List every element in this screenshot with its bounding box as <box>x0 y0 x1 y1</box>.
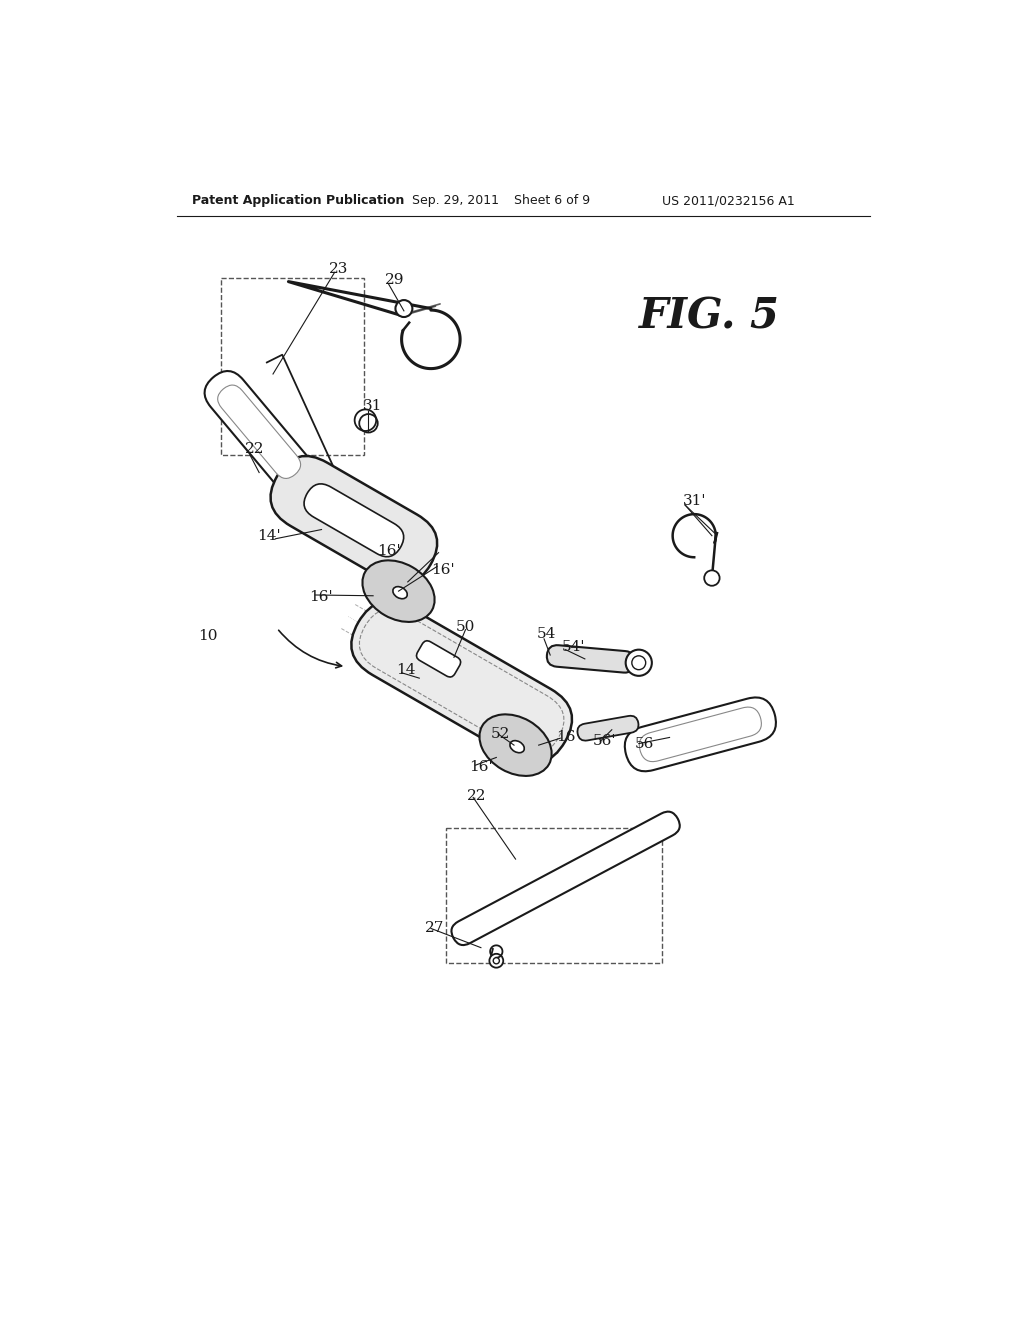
Text: Patent Application Publication: Patent Application Publication <box>193 194 404 207</box>
Text: 16': 16' <box>377 544 400 558</box>
Ellipse shape <box>479 714 552 776</box>
Text: Sep. 29, 2011: Sep. 29, 2011 <box>412 194 499 207</box>
Text: Sheet 6 of 9: Sheet 6 of 9 <box>514 194 590 207</box>
Text: 16': 16' <box>431 564 455 577</box>
FancyBboxPatch shape <box>639 708 762 762</box>
Bar <box>221 277 364 455</box>
Text: 31: 31 <box>364 400 383 413</box>
FancyBboxPatch shape <box>547 645 635 673</box>
Circle shape <box>489 954 503 968</box>
FancyBboxPatch shape <box>304 484 403 557</box>
Text: 27: 27 <box>425 921 444 936</box>
Text: 50: 50 <box>456 619 475 634</box>
Text: 29: 29 <box>385 273 404 286</box>
Text: 14: 14 <box>396 664 416 677</box>
FancyBboxPatch shape <box>205 371 313 492</box>
Text: 56: 56 <box>635 737 654 751</box>
Text: 54': 54' <box>562 640 586 653</box>
Text: FIG. 5: FIG. 5 <box>639 296 779 337</box>
Circle shape <box>395 300 413 317</box>
Text: 10: 10 <box>199 628 218 643</box>
Ellipse shape <box>393 586 408 599</box>
Text: 52: 52 <box>490 727 510 742</box>
Text: 23: 23 <box>330 261 348 276</box>
FancyBboxPatch shape <box>578 715 639 741</box>
Circle shape <box>354 409 376 430</box>
Text: 31': 31' <box>683 494 707 508</box>
Bar <box>446 829 662 964</box>
Text: 22: 22 <box>467 789 486 803</box>
FancyBboxPatch shape <box>625 697 776 771</box>
Text: 16': 16' <box>469 760 493 774</box>
FancyBboxPatch shape <box>351 601 572 763</box>
Text: 54: 54 <box>538 627 556 642</box>
Circle shape <box>632 656 646 669</box>
Text: 16: 16 <box>556 730 575 744</box>
FancyBboxPatch shape <box>452 812 680 945</box>
Ellipse shape <box>510 741 524 752</box>
Circle shape <box>494 958 500 964</box>
Text: 14': 14' <box>258 529 282 543</box>
Text: US 2011/0232156 A1: US 2011/0232156 A1 <box>662 194 795 207</box>
Circle shape <box>705 570 720 586</box>
FancyBboxPatch shape <box>417 640 461 677</box>
FancyBboxPatch shape <box>218 385 301 478</box>
Circle shape <box>626 649 652 676</box>
FancyBboxPatch shape <box>270 455 437 585</box>
Ellipse shape <box>362 561 434 622</box>
Text: 16': 16' <box>309 590 333 605</box>
Text: 56': 56' <box>593 734 616 748</box>
Text: 22: 22 <box>245 442 264 457</box>
